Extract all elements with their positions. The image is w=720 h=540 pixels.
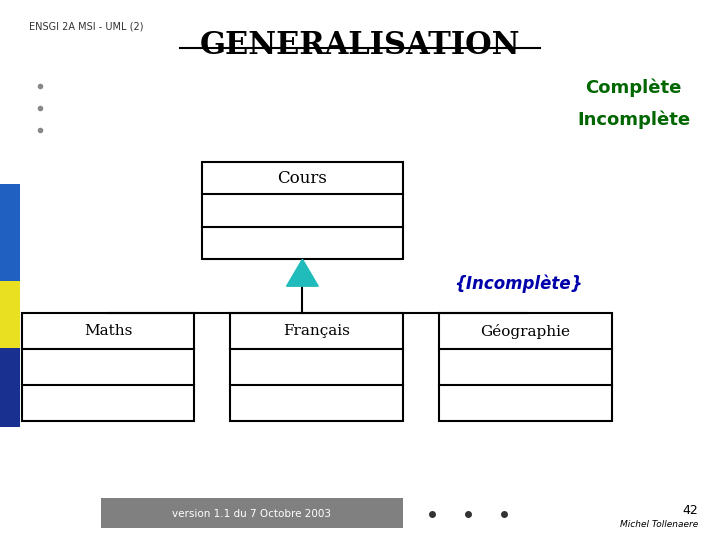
- Text: Michel Tollenaere: Michel Tollenaere: [620, 521, 698, 529]
- Bar: [0, 348, 20, 427]
- Text: 42: 42: [683, 504, 698, 517]
- Bar: [0, 281, 20, 348]
- Text: ENSGI 2A MSI - UML (2): ENSGI 2A MSI - UML (2): [29, 22, 143, 32]
- Text: version 1.1 du 7 Octobre 2003: version 1.1 du 7 Octobre 2003: [173, 509, 331, 518]
- Text: Géographie: Géographie: [481, 323, 571, 339]
- Bar: [230, 313, 403, 421]
- Text: Cours: Cours: [277, 170, 328, 187]
- Bar: [22, 313, 194, 421]
- Bar: [0, 184, 20, 281]
- Text: {Incomplète}: {Incomplète}: [454, 274, 582, 293]
- Bar: [202, 162, 403, 259]
- Bar: [101, 498, 403, 528]
- Text: GENERALISATION: GENERALISATION: [199, 30, 521, 60]
- Text: Maths: Maths: [84, 324, 132, 338]
- Text: Incomplète: Incomplète: [577, 111, 690, 129]
- Text: Complète: Complète: [585, 78, 682, 97]
- Bar: [439, 313, 612, 421]
- Text: Français: Français: [284, 324, 350, 338]
- Polygon shape: [287, 259, 318, 286]
